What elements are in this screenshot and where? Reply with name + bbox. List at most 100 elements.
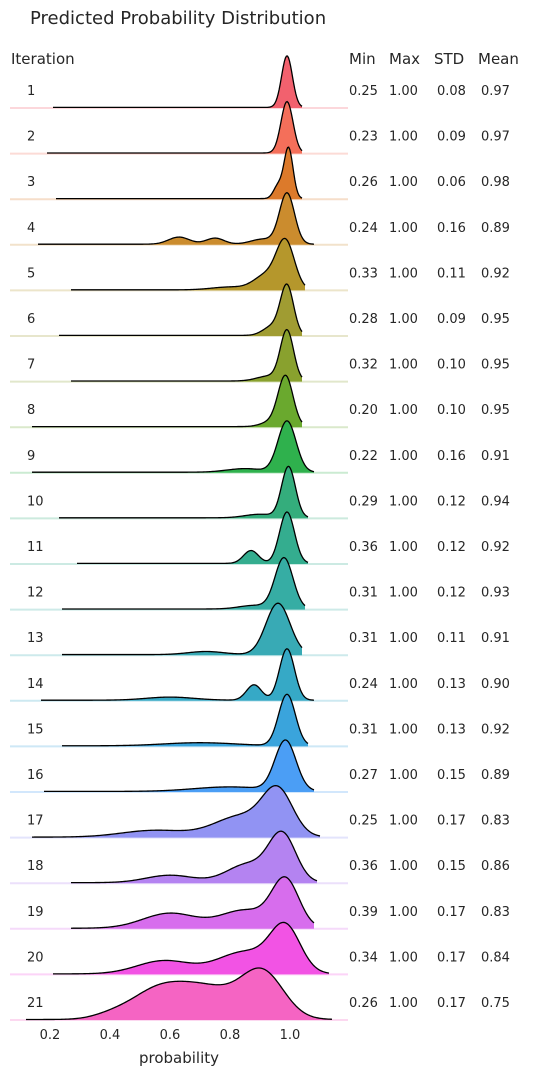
std-value: 0.15 [437, 768, 466, 783]
std-value: 0.16 [437, 221, 466, 236]
std-value: 0.17 [437, 814, 466, 829]
ridge-row: 13 0.31 1.00 0.11 0.91 [10, 602, 510, 657]
max-value: 1.00 [389, 722, 418, 737]
min-value: 0.29 [349, 494, 378, 509]
min-column-header: Min [349, 50, 376, 68]
ridge-row: 6 0.28 1.00 0.09 0.95 [10, 283, 510, 337]
ridge-density-fill [32, 785, 320, 838]
ridge-density-fill [71, 238, 305, 291]
min-value: 0.25 [349, 84, 378, 99]
chart-title: Predicted Probability Distribution [30, 8, 326, 29]
iteration-label: 20 [27, 950, 44, 965]
ridge-row: 18 0.36 1.00 0.15 0.86 [10, 830, 510, 885]
mean-value: 0.97 [481, 130, 510, 145]
max-value: 1.00 [389, 631, 418, 646]
max-value: 1.00 [389, 586, 418, 601]
ridge-row: 17 0.25 1.00 0.17 0.83 [10, 784, 510, 839]
min-value: 0.36 [349, 859, 378, 874]
ridge-density-fill [62, 557, 305, 610]
max-value: 1.00 [389, 905, 418, 920]
ridge-row: 9 0.22 1.00 0.16 0.91 [10, 420, 510, 474]
x-axis-label: probability [139, 1049, 219, 1067]
ridge-row: 19 0.39 1.00 0.17 0.83 [10, 876, 510, 930]
ridge-density-line [59, 283, 303, 337]
ridge-density-line [32, 420, 315, 473]
ridge-density-fill [53, 922, 329, 975]
mean-column-header: Mean [478, 50, 519, 68]
ridge-density-fill [62, 603, 302, 656]
max-value: 1.00 [389, 130, 418, 145]
std-value: 0.16 [437, 449, 466, 464]
ridge-density-line [41, 648, 315, 701]
max-value: 1.00 [389, 403, 418, 418]
min-value: 0.33 [349, 266, 378, 281]
min-value: 0.25 [349, 814, 378, 829]
std-value: 0.10 [437, 358, 466, 373]
max-value: 1.00 [389, 540, 418, 555]
mean-value: 0.83 [481, 905, 510, 920]
x-tick-label: 0.8 [220, 1028, 241, 1043]
min-value: 0.23 [349, 130, 378, 145]
ridge-density-fill [44, 740, 314, 792]
min-value: 0.28 [349, 312, 378, 327]
ridge-density-fill [32, 375, 302, 428]
iteration-label: 11 [27, 540, 44, 555]
iteration-label: 18 [27, 859, 44, 874]
ridge-row: 2 0.23 1.00 0.09 0.97 [10, 100, 510, 155]
max-column-header: Max [389, 50, 420, 68]
max-value: 1.00 [389, 84, 418, 99]
std-value: 0.17 [437, 950, 466, 965]
max-value: 1.00 [389, 677, 418, 692]
ridge-row: 16 0.27 1.00 0.15 0.89 [10, 739, 510, 793]
max-value: 1.00 [389, 358, 418, 373]
ridge-density-line [77, 511, 309, 565]
iteration-label: 21 [27, 996, 44, 1011]
mean-value: 0.86 [481, 859, 510, 874]
mean-value: 0.89 [481, 768, 510, 783]
min-value: 0.27 [349, 768, 378, 783]
min-value: 0.24 [349, 221, 378, 236]
std-value: 0.15 [437, 859, 466, 874]
iteration-label: 8 [27, 403, 35, 418]
max-value: 1.00 [389, 814, 418, 829]
std-value: 0.13 [437, 677, 466, 692]
std-value: 0.11 [437, 266, 466, 281]
mean-value: 0.91 [481, 449, 510, 464]
ridge-row: 14 0.24 1.00 0.13 0.90 [10, 648, 510, 702]
mean-value: 0.90 [481, 677, 510, 692]
ridge-density-line [71, 328, 303, 382]
ridge-row: 10 0.29 1.00 0.12 0.94 [10, 465, 510, 520]
max-value: 1.00 [389, 266, 418, 281]
iteration-label: 5 [27, 266, 35, 281]
ridge-row: 21 0.26 1.00 0.17 0.75 [10, 967, 510, 1021]
ridge-group: 1 0.25 1.00 0.08 0.97 2 0.23 1.00 0.09 0.97 3 0.26 1… [10, 55, 510, 1021]
x-tick-label: 0.2 [40, 1028, 61, 1043]
ridge-density-fill [62, 694, 308, 747]
ridge-density-fill [59, 284, 302, 336]
std-value: 0.09 [437, 130, 466, 145]
ridge-density-fill [71, 329, 302, 382]
ridge-density-line [62, 693, 309, 747]
max-value: 1.00 [389, 312, 418, 327]
ridge-density-fill [32, 420, 314, 473]
ridge-density-fill [53, 56, 302, 108]
ridge-density-fill [77, 512, 308, 564]
ridge-density-line [44, 739, 315, 793]
ridge-row: 1 0.25 1.00 0.08 0.97 [10, 55, 510, 109]
ridge-density-fill [26, 968, 332, 1020]
max-value: 1.00 [389, 859, 418, 874]
mean-value: 0.97 [481, 84, 510, 99]
mean-value: 0.83 [481, 814, 510, 829]
min-value: 0.31 [349, 631, 378, 646]
iteration-label: 10 [27, 494, 44, 509]
ridge-density-line [56, 146, 303, 200]
max-value: 1.00 [389, 768, 418, 783]
mean-value: 0.75 [481, 996, 510, 1011]
mean-value: 0.92 [481, 266, 510, 281]
min-value: 0.39 [349, 905, 378, 920]
mean-value: 0.95 [481, 403, 510, 418]
max-value: 1.00 [389, 950, 418, 965]
std-value: 0.17 [437, 996, 466, 1011]
iteration-label: 17 [27, 814, 44, 829]
ridge-row: 11 0.36 1.00 0.12 0.92 [10, 511, 510, 565]
